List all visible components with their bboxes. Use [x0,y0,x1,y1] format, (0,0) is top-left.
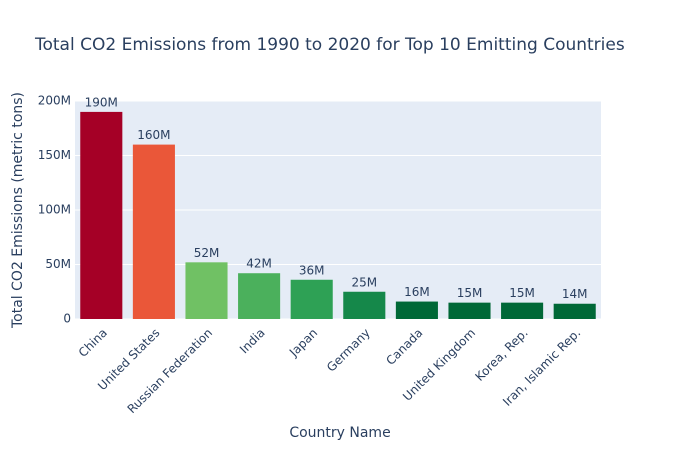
y-tick-label: 200M [38,94,71,108]
x-axis-title: Country Name [289,425,390,441]
value-label: 14M [562,287,588,301]
x-tick-label: India [237,326,268,357]
value-label: 42M [246,257,272,271]
value-label: 190M [85,95,118,109]
y-axis-title: Total CO2 Emissions (metric tons) [10,92,26,329]
x-tick-label: Japan [286,326,320,360]
value-label: 16M [404,285,430,299]
value-label: 160M [137,128,170,142]
bar [238,273,281,319]
value-label: 52M [194,246,220,260]
x-tick-label: China [76,326,110,360]
bar [553,303,596,319]
x-tick-label: Korea, Rep. [473,326,531,384]
bar [185,262,228,319]
y-tick-label: 150M [38,148,71,162]
bar [132,144,175,319]
value-label: 15M [457,286,483,300]
chart-title: Total CO2 Emissions from 1990 to 2020 fo… [34,35,625,55]
bar [290,279,333,319]
bar [448,302,491,319]
value-label: 15M [509,286,535,300]
x-tick-label: Canada [383,326,425,368]
bar [501,302,544,319]
bar [80,111,123,320]
x-tick-label: Germany [324,326,373,375]
value-label: 36M [299,263,325,277]
y-tick-label: 0 [63,312,71,326]
value-label: 25M [351,275,377,289]
bar [343,291,386,319]
bar [395,301,438,319]
y-tick-label: 100M [38,203,71,217]
y-tick-label: 50M [45,257,71,271]
